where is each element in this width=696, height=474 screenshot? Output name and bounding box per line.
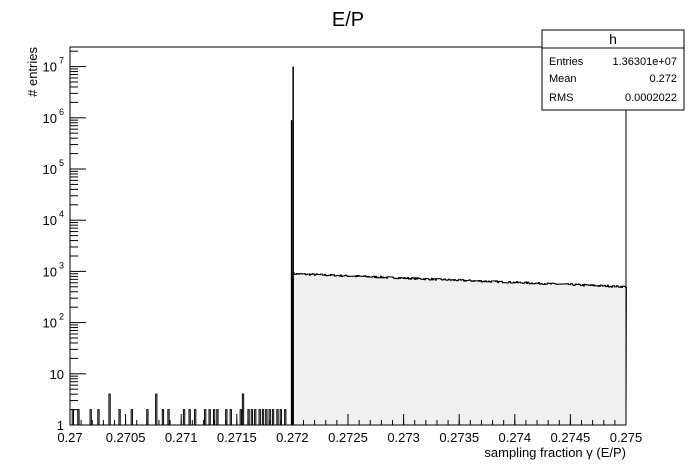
tail-bin [247, 409, 250, 425]
tail-bin [258, 409, 261, 425]
y-tick-exponent: 3 [59, 260, 64, 270]
chart-title: E/P [332, 9, 364, 31]
y-tick-label: 10 [43, 162, 57, 177]
tail-bin [212, 409, 216, 425]
tail-bin [225, 409, 228, 425]
x-tick-label: 0.2715 [217, 430, 257, 445]
tail-bin [276, 409, 279, 425]
tail-bin [268, 409, 271, 425]
tail-bin [271, 409, 275, 425]
tail-bin [194, 409, 197, 425]
x-tick-label: 0.272 [276, 430, 309, 445]
y-tick-label: 10 [43, 316, 57, 331]
tail-bin [216, 409, 219, 425]
stats-box: h Entries 1.36301e+07 Mean 0.272 RMS 0.0… [541, 29, 685, 111]
y-tick-label: 10 [43, 264, 57, 279]
tail-bin [265, 409, 268, 425]
x-tick-label: 0.271 [165, 430, 198, 445]
x-tick-label: 0.2725 [328, 430, 368, 445]
tail-bin [167, 409, 170, 425]
tail-bin [204, 409, 207, 425]
stats-value-entries: 1.36301e+07 [612, 56, 677, 68]
stats-value-mean: 0.272 [649, 73, 677, 85]
tail-bin [261, 409, 265, 425]
y-tick-exponent: 7 [59, 56, 64, 66]
stats-label-entries: Entries [549, 56, 584, 68]
tail-bin [97, 409, 100, 425]
x-tick-label: 0.27 [57, 430, 82, 445]
histogram-bars [71, 66, 627, 426]
tail-bin [208, 409, 211, 425]
tail-bin [108, 393, 111, 425]
peak-bar [292, 66, 294, 425]
tail-bin [279, 409, 282, 425]
tail-bin [130, 409, 133, 425]
y-tick-exponent: 5 [59, 158, 64, 168]
y-tick-label: 10 [43, 60, 57, 75]
tail-bin [250, 409, 254, 425]
stats-value-rms: 0.0002022 [625, 92, 677, 104]
y-tick-exponent: 4 [59, 209, 64, 219]
stats-label-mean: Mean [549, 73, 577, 85]
tail-bin [161, 409, 165, 425]
tail-bin [229, 409, 232, 425]
tail-bin [77, 409, 80, 425]
tail-bin [155, 393, 158, 425]
x-tick-label: 0.2705 [106, 430, 146, 445]
stats-label-rms: RMS [549, 92, 573, 104]
x-tick-label: 0.275 [610, 430, 643, 445]
tail-bin [254, 409, 257, 425]
stats-box-frame [541, 29, 685, 111]
stats-box-name: h [609, 31, 617, 47]
tail-bin [239, 409, 242, 425]
x-tick-label: 0.2745 [551, 430, 591, 445]
y-tick-exponent: 6 [59, 107, 64, 117]
tail-bin [284, 409, 287, 425]
tail-bin [118, 409, 121, 425]
tail-bin [89, 409, 92, 425]
y-tick-label: 1 [57, 418, 64, 433]
x-tick-label: 0.2735 [439, 430, 479, 445]
x-axis-label: sampling fraction γ (E/P) [484, 445, 626, 460]
x-tick-label: 0.274 [499, 430, 532, 445]
tail-bin [146, 409, 149, 425]
tail-bin [188, 409, 191, 425]
y-tick-exponent: 2 [59, 312, 64, 322]
tail-bin [182, 409, 186, 425]
tail-bin [241, 393, 245, 425]
y-tick-label: 10 [50, 367, 64, 382]
y-tick-label: 10 [43, 111, 57, 126]
peak-bar-shoulder [290, 120, 293, 425]
y-tick-label: 10 [43, 213, 57, 228]
y-axis-label: # entries [25, 47, 40, 97]
x-axis-ticks: 0.27 0.2705 0.271 0.2715 0.272 0.2725 0.273 0.2… [57, 414, 642, 445]
x-tick-label: 0.273 [387, 430, 420, 445]
plateau-histogram [291, 272, 627, 426]
